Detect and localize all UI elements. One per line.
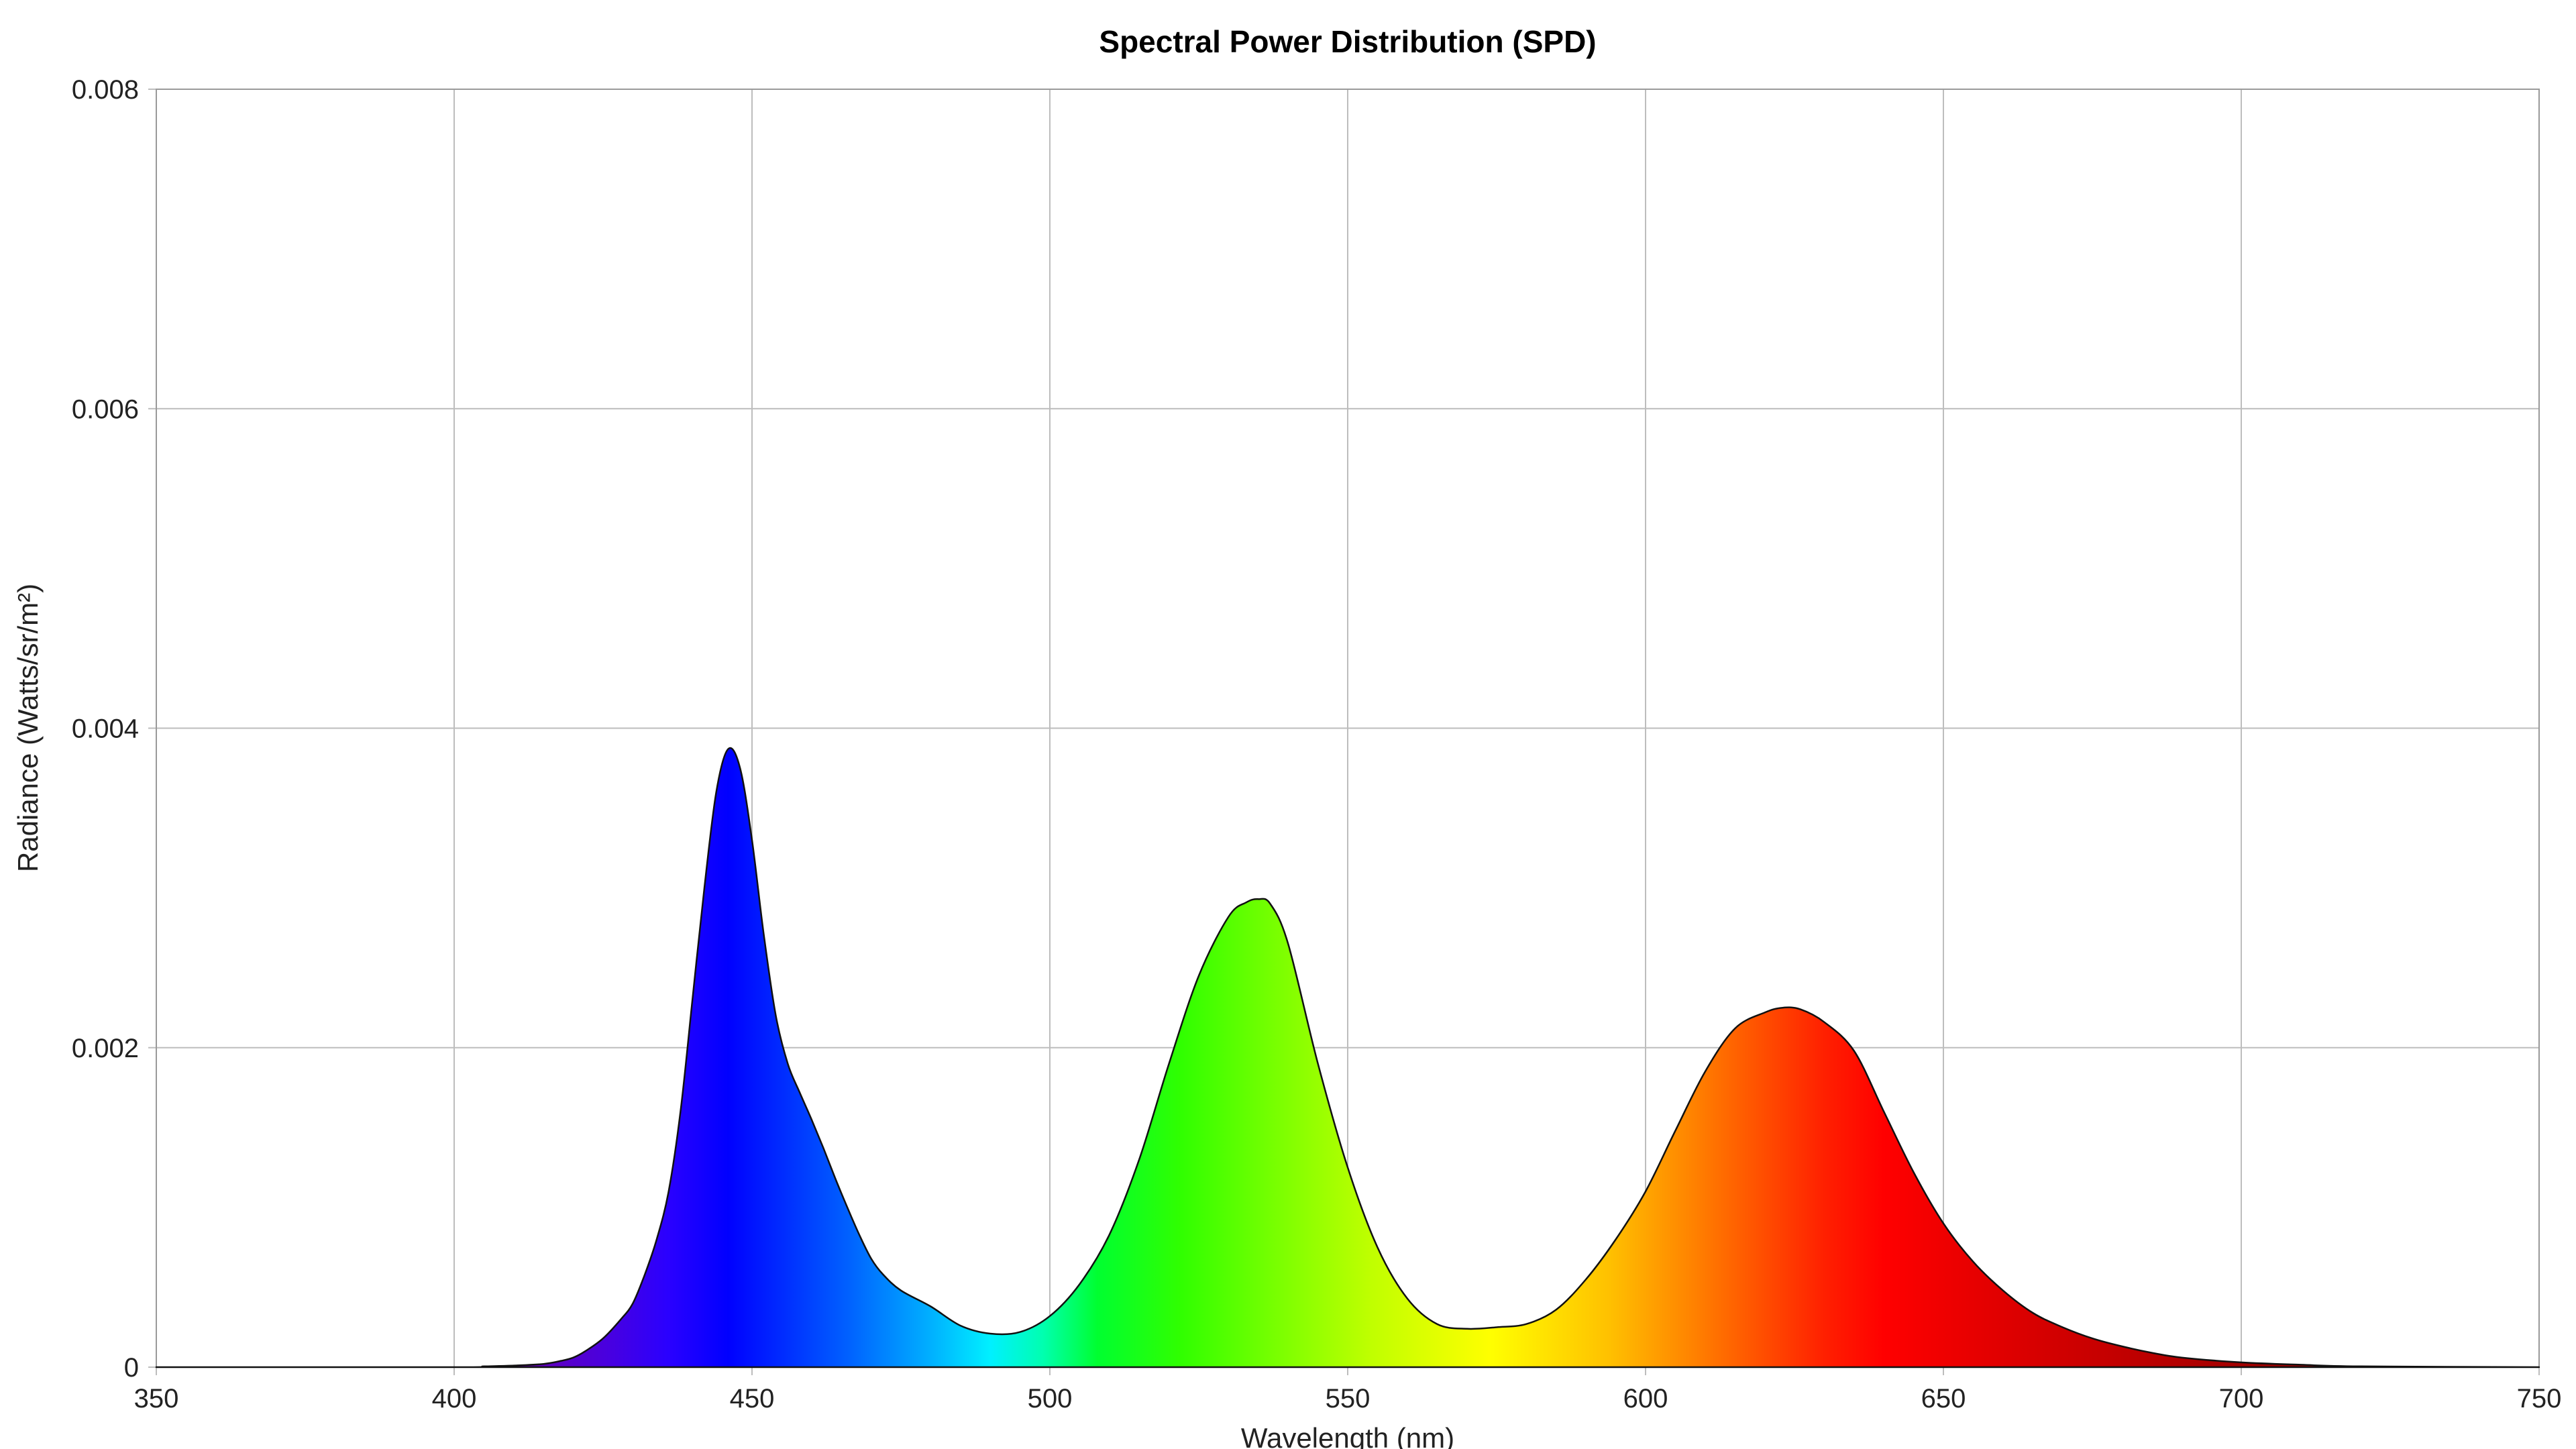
y-tick-label: 0: [124, 1353, 139, 1383]
y-tick-label: 0.008: [72, 75, 139, 105]
x-axis-label: Wavelength (nm): [1241, 1422, 1454, 1449]
spd-curve: [155, 747, 2540, 1368]
x-tick-label: 500: [1028, 1384, 1073, 1413]
x-tick-label: 550: [1326, 1384, 1371, 1413]
x-tick-label: 700: [2219, 1384, 2264, 1413]
y-axis-label: Radiance (Watts/sr/m²): [12, 584, 44, 872]
x-tick-label: 350: [134, 1384, 179, 1413]
x-tick-label: 400: [432, 1384, 477, 1413]
y-tick-label: 0.004: [72, 714, 139, 744]
y-tick-label: 0.002: [72, 1034, 139, 1063]
x-tick-label: 450: [730, 1384, 775, 1413]
x-tick-label: 600: [1623, 1384, 1668, 1413]
x-axis-ticks: 350 400 450 500 550 600 650 700 750: [134, 1384, 2562, 1413]
y-tick-label: 0.006: [72, 394, 139, 424]
y-axis-ticks: 0 0.002 0.004 0.006 0.008: [72, 75, 139, 1383]
x-tick-label: 750: [2517, 1384, 2562, 1413]
chart-title: Spectral Power Distribution (SPD): [1099, 24, 1596, 59]
x-tick-label: 650: [1921, 1384, 1966, 1413]
